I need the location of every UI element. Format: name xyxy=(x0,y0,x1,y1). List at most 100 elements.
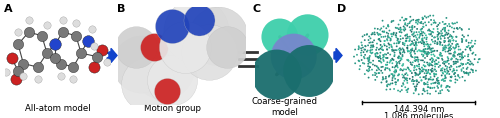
Point xyxy=(409,43,417,45)
Point xyxy=(389,59,397,60)
Point xyxy=(430,69,438,70)
Point xyxy=(464,55,472,57)
Point xyxy=(422,48,430,50)
Point xyxy=(422,41,430,43)
Point xyxy=(451,51,459,52)
Point xyxy=(396,27,404,29)
Point xyxy=(304,34,312,36)
Point xyxy=(390,50,398,52)
Point xyxy=(390,34,398,35)
Point xyxy=(426,49,434,51)
Point xyxy=(412,43,420,45)
Point xyxy=(181,46,189,48)
Point xyxy=(415,37,423,39)
Point xyxy=(464,62,472,64)
Point xyxy=(439,49,447,51)
Point xyxy=(364,63,372,65)
Point xyxy=(351,49,359,51)
Point xyxy=(394,38,402,40)
Point xyxy=(410,33,418,35)
Point xyxy=(408,72,416,74)
Point xyxy=(466,63,474,65)
Point xyxy=(404,37,411,39)
Point xyxy=(395,41,403,43)
Point xyxy=(384,42,392,44)
Point xyxy=(428,61,436,63)
Point xyxy=(458,38,466,40)
Point xyxy=(420,88,428,90)
Point xyxy=(412,44,420,46)
Point xyxy=(406,22,413,24)
Point xyxy=(390,42,398,44)
Point xyxy=(379,57,387,59)
Point xyxy=(444,86,452,87)
Point xyxy=(14,70,22,72)
Point xyxy=(441,61,449,62)
Point xyxy=(460,36,468,38)
Point xyxy=(433,50,441,52)
Point xyxy=(441,29,449,31)
Point xyxy=(404,91,411,93)
Point xyxy=(380,26,388,27)
Point xyxy=(360,56,368,58)
Point xyxy=(444,70,452,72)
Point xyxy=(408,48,416,49)
Point xyxy=(441,80,449,82)
Point xyxy=(398,47,406,49)
Point xyxy=(364,39,372,41)
FancyArrow shape xyxy=(109,48,117,63)
Point xyxy=(412,74,420,76)
Point xyxy=(448,35,456,37)
Point xyxy=(468,53,476,55)
Point xyxy=(440,35,448,37)
Point xyxy=(382,36,390,37)
Point xyxy=(445,49,453,51)
Point xyxy=(2,71,10,73)
Point xyxy=(440,49,448,51)
Point xyxy=(392,36,400,38)
Point xyxy=(402,40,409,42)
Point xyxy=(435,92,443,94)
Point xyxy=(416,70,424,72)
Point xyxy=(366,56,374,58)
Point xyxy=(422,17,430,19)
Point xyxy=(378,20,386,22)
Point xyxy=(442,86,450,88)
Point xyxy=(406,38,414,40)
Point xyxy=(431,40,439,42)
Point xyxy=(359,47,367,48)
Point xyxy=(51,57,59,59)
Point xyxy=(450,55,458,57)
Point xyxy=(412,73,420,75)
Text: All-atom model: All-atom model xyxy=(24,104,90,113)
Point xyxy=(398,55,406,57)
Point xyxy=(402,19,410,21)
Point xyxy=(439,73,447,74)
Point xyxy=(452,62,460,64)
Point xyxy=(43,24,51,26)
Point xyxy=(410,66,418,68)
Point xyxy=(414,23,422,25)
Point xyxy=(452,44,460,46)
Point xyxy=(430,55,438,57)
Point xyxy=(421,76,429,78)
Point xyxy=(438,74,446,76)
Point xyxy=(358,54,366,56)
Point xyxy=(458,38,466,40)
Point xyxy=(464,54,472,56)
Point xyxy=(386,70,394,71)
Point xyxy=(439,79,447,80)
Point xyxy=(424,64,432,65)
Point xyxy=(376,56,384,58)
Point xyxy=(386,68,394,70)
Point xyxy=(428,71,436,73)
Point xyxy=(406,52,414,54)
Point xyxy=(468,40,476,42)
Point xyxy=(401,23,409,25)
Point xyxy=(446,39,454,41)
Point xyxy=(434,31,442,33)
Point xyxy=(437,86,445,88)
Point xyxy=(418,31,426,33)
Point xyxy=(434,34,442,36)
Point xyxy=(43,52,51,54)
